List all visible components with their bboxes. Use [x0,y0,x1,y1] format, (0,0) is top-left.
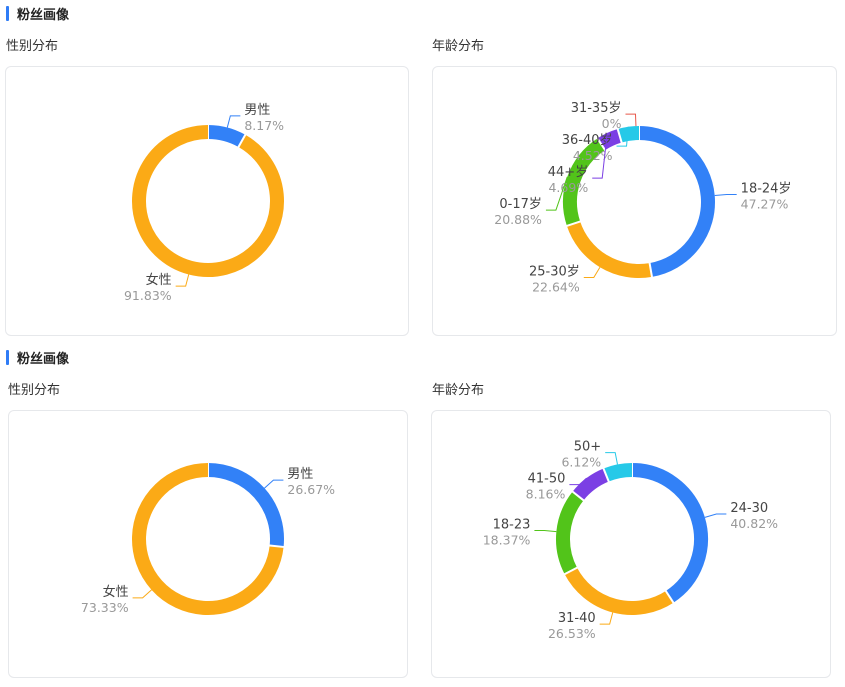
slice-percentage: 22.64% [532,279,580,294]
gender-distribution-title: 性别分布 [6,39,59,54]
slice-percentage: 20.88% [494,212,542,227]
gender-chart-card: 男性 8.17% 女性 91.83% [5,66,409,336]
slice-percentage: 26.67% [287,482,335,497]
slice-label: 女性 [146,272,172,288]
label-leader-line [569,477,587,486]
donut-slice-25-30 [566,221,652,278]
label-leader-line [704,513,727,518]
slice-label: 女性 [103,584,129,600]
label-leader-line [226,115,241,128]
label-leader-line [264,479,284,489]
slice-separator [648,261,654,279]
label-leader-line [714,193,737,196]
donut-slice-41-50 [572,468,609,501]
label-leader-line [545,176,568,211]
donut-slice-24-30 [631,463,708,603]
slice-separator [596,136,607,152]
slice-label: 50+ [574,440,601,455]
label-leader-line [625,113,637,127]
donut-slice-slice [207,463,284,547]
slice-percentage: 18.37% [483,533,531,548]
slice-label: 男性 [244,103,270,118]
slice-separator [563,566,579,576]
slice-percentage: 91.83% [124,288,172,303]
slice-percentage: 4.52% [573,148,613,163]
gender-distribution-title: 性别分布 [8,383,61,398]
slice-percentage: 73.33% [81,600,129,615]
label-leader-line [605,452,618,465]
donut-slice-slice [132,125,284,277]
donut-slice-slice [132,463,284,615]
label-leader-line [534,530,557,533]
slice-label: 0-17岁 [499,197,542,212]
label-leader-line [616,126,629,147]
donut-slice-50plus [603,463,633,482]
slice-percentage: 40.82% [730,516,778,531]
slice-label: 18-23 [493,518,531,533]
slice-label: 31-35岁 [571,101,622,116]
slice-label: 25-30岁 [529,264,580,279]
age-chart-card: 18-24岁 47.27% 31-35岁 0% 36-40岁 4.52% 44+岁 4.69%… [432,66,837,336]
donut-slice-slice [207,125,246,148]
slice-percentage: 4.69% [548,180,588,195]
slice-separator [237,133,247,149]
label-leader-line [583,266,601,278]
label-leader-line [592,132,608,179]
section-title-accent-bar [6,349,9,365]
section-title-text: 粉丝画像 [17,351,70,367]
slice-label: 男性 [287,467,313,482]
gender-chart-card: 男性 26.67% 女性 73.33% [8,410,408,678]
label-leader-line [599,612,614,625]
section-title: 粉丝画像 [6,5,70,23]
donut-slice-18-23 [556,491,584,575]
slice-separator [664,589,675,605]
slice-percentage: 8.17% [244,118,284,133]
age-chart-card: 24-30 40.82% 50+ 6.12% 41-50 8.16% 18-23 18.37%… [431,410,831,678]
slice-percentage: 26.53% [548,626,596,641]
donut-slice-31-40 [564,567,674,615]
slice-percentage: 6.12% [561,455,601,470]
slice-label: 24-30 [730,501,768,516]
slice-separator [616,127,623,144]
age-distribution-title: 年龄分布 [432,383,485,398]
slice-separator [565,220,582,228]
donut-slice-0-17 [563,138,606,226]
slice-label: 41-50 [528,472,566,487]
slice-label: 44+岁 [548,165,588,180]
section-title-text: 粉丝画像 [17,7,70,23]
label-leader-line [132,589,152,599]
slice-label: 18-24岁 [741,181,792,196]
slice-separator [571,490,585,502]
slice-percentage: 47.27% [741,196,789,211]
donut-slice-18-24 [638,126,715,277]
section-title-accent-bar [6,5,9,21]
slice-separator [602,467,611,483]
age-distribution-title: 年龄分布 [432,39,485,54]
slice-percentage: 8.16% [526,487,566,502]
slice-separator [268,544,285,549]
slice-label: 36-40岁 [562,133,613,148]
label-leader-line [175,274,190,287]
section-title: 粉丝画像 [6,349,70,367]
slice-label: 31-40 [558,611,596,626]
slice-percentage: 0% [602,116,622,131]
donut-slice-36-40 [617,126,640,143]
